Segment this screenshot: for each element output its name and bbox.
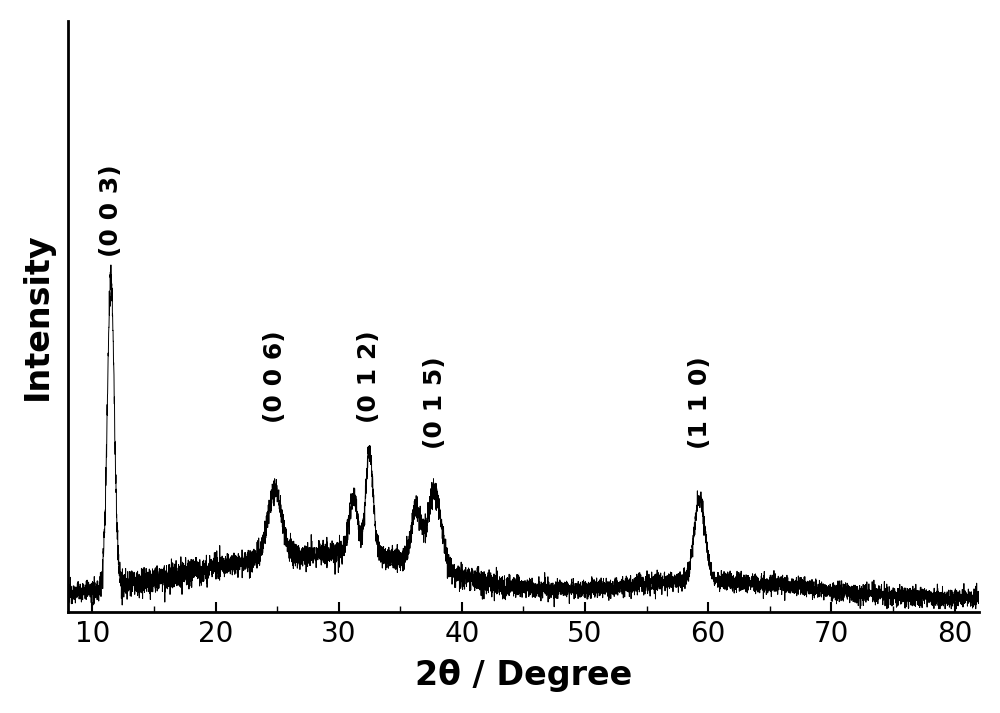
- Text: (1 1 0): (1 1 0): [688, 356, 712, 449]
- Text: (0 0 6): (0 0 6): [263, 330, 287, 423]
- Text: (0 1 5): (0 1 5): [423, 356, 447, 449]
- Text: (0 1 2): (0 1 2): [357, 330, 381, 423]
- Text: (0 0 3): (0 0 3): [99, 165, 123, 257]
- Y-axis label: Intensity: Intensity: [21, 232, 54, 400]
- X-axis label: 2θ / Degree: 2θ / Degree: [415, 659, 632, 692]
